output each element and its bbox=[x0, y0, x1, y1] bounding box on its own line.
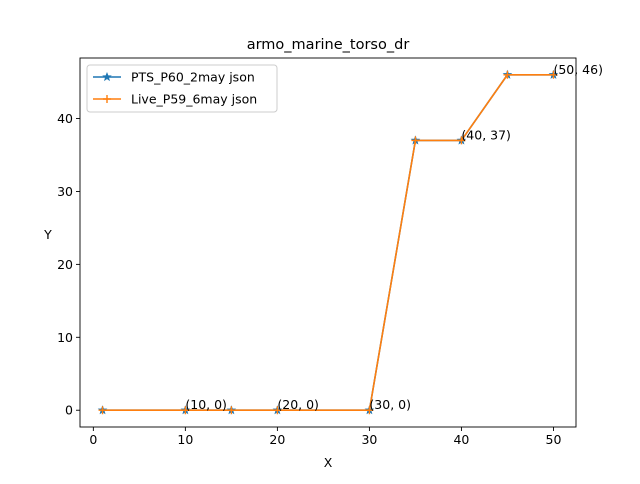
y-axis-label: Y bbox=[43, 227, 52, 242]
x-tick-label: 50 bbox=[546, 432, 562, 447]
series-2-point bbox=[365, 406, 374, 415]
legend: PTS_P60_2may json Live_P59_6may json bbox=[86, 64, 278, 113]
data-label: (40, 37) bbox=[461, 127, 511, 142]
x-tick-label: 40 bbox=[453, 432, 469, 447]
y-tick-label: 10 bbox=[57, 330, 73, 345]
x-axis-label: X bbox=[324, 455, 333, 470]
legend-entry-2: Live_P59_6may json bbox=[93, 92, 257, 107]
plot-frame bbox=[79, 57, 577, 428]
data-label: (30, 0) bbox=[369, 397, 411, 412]
data-label: (20, 0) bbox=[277, 397, 319, 412]
series-2-point bbox=[181, 406, 190, 415]
series-2 bbox=[98, 70, 558, 415]
legend-label: Live_P59_6may json bbox=[131, 92, 257, 107]
plot-content: (10, 0) (20, 0) (30, 0) (40, 37) (50, 46) bbox=[97, 62, 603, 415]
y-tick-label: 0 bbox=[65, 403, 73, 418]
legend-entry-1: PTS_P60_2may json bbox=[93, 70, 255, 85]
series-2-point bbox=[273, 406, 282, 415]
y-tick-label: 40 bbox=[57, 111, 73, 126]
series-2-point bbox=[411, 136, 420, 145]
chart-title: armo_marine_torso_dr bbox=[247, 37, 410, 53]
data-label: (10, 0) bbox=[185, 397, 227, 412]
series-2-point bbox=[227, 406, 236, 415]
legend-marker bbox=[102, 71, 112, 82]
legend-marker bbox=[103, 95, 111, 103]
legend-box bbox=[86, 64, 278, 113]
y-tick-label: 30 bbox=[57, 184, 73, 199]
series-2-point bbox=[98, 406, 107, 415]
legend-label: PTS_P60_2may json bbox=[131, 70, 255, 85]
series-2-point bbox=[549, 70, 558, 79]
x-tick-label: 0 bbox=[89, 432, 97, 447]
series-2-point bbox=[457, 136, 466, 145]
data-label: (50, 46) bbox=[553, 62, 603, 77]
x-tick-label: 10 bbox=[177, 432, 193, 447]
y-tick-label: 20 bbox=[57, 257, 73, 272]
series-2-point bbox=[503, 70, 512, 79]
x-tick-label: 20 bbox=[269, 432, 285, 447]
x-tick-label: 30 bbox=[361, 432, 377, 447]
